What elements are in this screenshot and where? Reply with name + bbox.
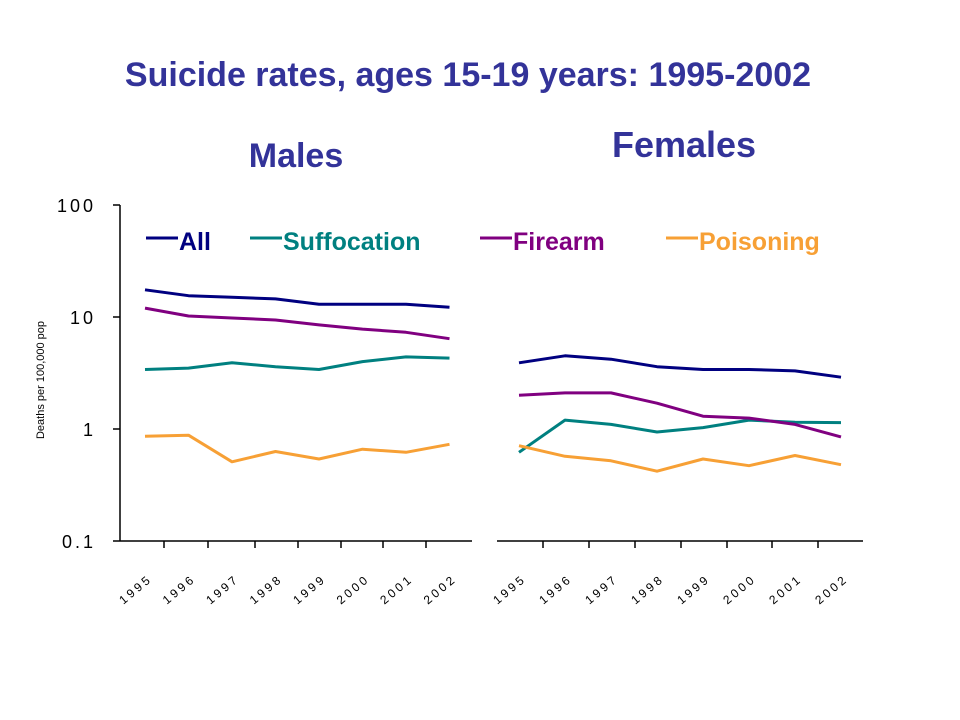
panel-title-males: Males xyxy=(249,137,344,175)
x-tick-label: 1996 xyxy=(536,572,575,608)
y-tick-label: 1 xyxy=(83,420,96,440)
x-tick-label: 2002 xyxy=(812,572,851,608)
x-tick-label: 1999 xyxy=(290,572,329,608)
series-line-females-all xyxy=(518,354,842,379)
series-line-males-poisoning xyxy=(144,433,450,464)
x-tick-label: 1997 xyxy=(582,572,621,608)
series-line-females-firearm xyxy=(518,391,842,439)
x-tick-label: 2002 xyxy=(421,572,460,608)
y-axis-label: Deaths per 100,000 pop xyxy=(35,321,47,439)
series-line-males-all xyxy=(144,288,450,309)
x-tick-label: 1998 xyxy=(247,572,286,608)
x-tick-label: 2001 xyxy=(377,572,416,608)
series-line-males-firearm xyxy=(144,306,450,341)
legend-label-firearm: Firearm xyxy=(513,228,605,256)
x-tick-label: 2000 xyxy=(720,572,759,608)
legend-label-poisoning: Poisoning xyxy=(699,228,820,256)
x-tick-label: 1995 xyxy=(490,572,529,608)
chart-title: Suicide rates, ages 15-19 years: 1995-20… xyxy=(125,56,811,94)
x-tick-label: 1996 xyxy=(160,572,199,608)
legend-label-all: All xyxy=(179,228,211,256)
legend-label-suffocation: Suffocation xyxy=(283,228,421,256)
x-tick-label: 2000 xyxy=(334,572,373,608)
panel-title-females: Females xyxy=(612,124,756,165)
y-tick-label: 100 xyxy=(57,196,96,216)
series-line-females-poisoning xyxy=(518,444,842,473)
y-tick-label: 0.1 xyxy=(62,532,96,552)
x-tick-label: 1997 xyxy=(203,572,242,608)
x-tick-label: 1999 xyxy=(674,572,713,608)
series-line-males-suffocation xyxy=(144,355,450,371)
x-tick-label: 1995 xyxy=(116,572,155,608)
x-tick-label: 2001 xyxy=(766,572,805,608)
y-tick-label: 10 xyxy=(70,308,96,328)
x-tick-label: 1998 xyxy=(628,572,667,608)
